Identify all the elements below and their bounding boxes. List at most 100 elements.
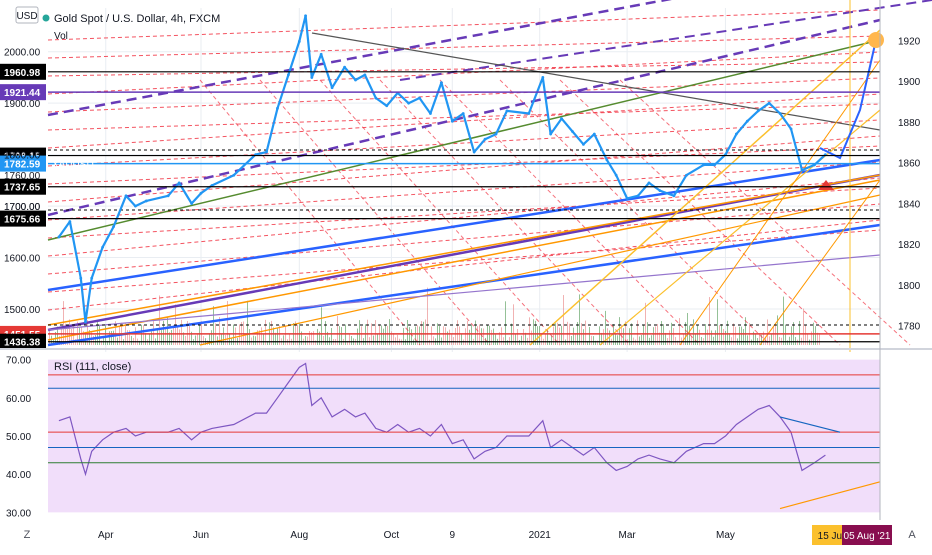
volume-bar	[695, 333, 696, 345]
volume-bar	[357, 328, 358, 345]
volume-bar	[707, 329, 708, 345]
price-point	[199, 191, 203, 195]
volume-bar	[729, 333, 730, 345]
volume-bar	[239, 324, 240, 345]
volume-bar	[537, 326, 538, 345]
price-point	[429, 112, 432, 115]
volume-bar	[595, 340, 596, 345]
y-axis-tick-label: 1900.00	[4, 99, 41, 110]
level-price-badge[interactable]	[0, 210, 46, 227]
volume-bar	[771, 334, 772, 345]
level-price-label: 1782.59	[4, 160, 41, 171]
level-price-label: 1436.38	[4, 338, 41, 349]
volume-bar	[553, 326, 554, 345]
volume-bar	[443, 326, 444, 345]
rsi-trendline	[779, 416, 841, 433]
volume-label[interactable]: Vol	[54, 31, 68, 42]
grey-trendline	[311, 32, 881, 131]
volume-bar	[417, 325, 418, 345]
y-axis-tick-label: 1500.00	[4, 305, 41, 316]
rsi-label[interactable]: RSI (111, close)	[54, 361, 131, 373]
volume-bar	[763, 331, 764, 345]
x-axis-tick-label: Oct	[384, 530, 400, 541]
secondary-y-axis-tick-label: 1780	[898, 322, 921, 333]
orange-trendline	[47, 179, 881, 341]
volume-bar	[795, 337, 796, 345]
volume-bar	[525, 332, 526, 345]
volume-bar	[549, 340, 550, 345]
volume-bar	[727, 320, 728, 345]
volume-bar	[673, 328, 674, 345]
date-badge-jul[interactable]	[812, 525, 850, 545]
red-dashed-diagonal	[559, 79, 841, 346]
price-point	[134, 204, 137, 208]
volume-bar	[89, 330, 90, 345]
volume-bar	[289, 333, 290, 345]
volume-bar	[773, 326, 774, 345]
volume-bar	[587, 340, 588, 345]
volume-bar	[297, 324, 298, 345]
volume-bar	[381, 325, 382, 345]
blue-trendline	[47, 158, 881, 292]
volume-bar	[701, 336, 702, 345]
price-point	[647, 181, 651, 185]
symbol-title[interactable]: Gold Spot / U.S. Dollar, 4h, FXCM	[54, 13, 220, 25]
auto-scale-icon[interactable]: A	[908, 529, 916, 541]
level-price-badge[interactable]	[0, 333, 46, 350]
secondary-y-axis-tick-label: 1920	[898, 36, 921, 47]
currency-badge[interactable]: USD	[16, 11, 37, 22]
volume-bar	[367, 319, 368, 345]
volume-bar	[583, 329, 584, 345]
volume-bar	[165, 327, 166, 345]
red-dashed-diagonal	[379, 79, 631, 346]
date-badge-aug[interactable]	[842, 525, 892, 545]
volume-bar	[505, 301, 506, 345]
volume-bar	[785, 324, 786, 345]
price-point	[592, 132, 596, 136]
series-name-label: XAUUSD	[52, 160, 94, 171]
volume-bar	[487, 325, 488, 345]
x-axis-tick-label: Mar	[619, 530, 637, 541]
price-point	[304, 14, 307, 18]
volume-bar	[337, 316, 338, 345]
volume-bar	[145, 333, 146, 345]
volume-bar	[341, 327, 342, 345]
volume-bar	[101, 340, 102, 345]
price-point	[614, 173, 618, 177]
volume-bar	[747, 335, 748, 345]
volume-bar	[817, 332, 818, 345]
secondary-y-axis-tick-label: 1860	[898, 159, 921, 170]
red-dashed-line	[47, 203, 881, 275]
red-dashed-diagonal	[319, 79, 561, 346]
volume-bar	[669, 330, 670, 345]
red-dashed-line	[47, 161, 881, 221]
price-point	[177, 181, 181, 185]
volume-bar	[483, 328, 484, 345]
rsi-band	[48, 359, 880, 513]
level-price-badge[interactable]	[0, 178, 46, 195]
price-point	[734, 132, 738, 136]
volume-bar	[783, 296, 784, 345]
level-price-badge[interactable]	[0, 155, 46, 172]
volume-bar	[481, 328, 482, 345]
volume-bar	[547, 329, 548, 345]
price-point	[68, 220, 72, 223]
volume-bar	[115, 321, 116, 345]
volume-bar	[533, 319, 534, 345]
volume-bar	[377, 334, 378, 345]
volume-bar	[453, 337, 454, 345]
volume-bar	[607, 328, 608, 345]
volume-bar	[425, 319, 426, 345]
date-badge-jul-label: 15 Jul	[818, 531, 845, 542]
secondary-y-axis-tick-label: 1880	[898, 118, 921, 129]
price-point	[310, 76, 314, 79]
level-price-badge[interactable]	[0, 84, 46, 101]
timezone-icon[interactable]: Z	[24, 529, 31, 541]
volume-bar	[245, 335, 246, 345]
volume-bar	[247, 300, 248, 345]
level-price-badge[interactable]	[0, 63, 46, 80]
rsi-line[interactable]	[58, 362, 826, 477]
currency-badge-box[interactable]	[15, 6, 39, 24]
volume-bar	[315, 340, 316, 345]
